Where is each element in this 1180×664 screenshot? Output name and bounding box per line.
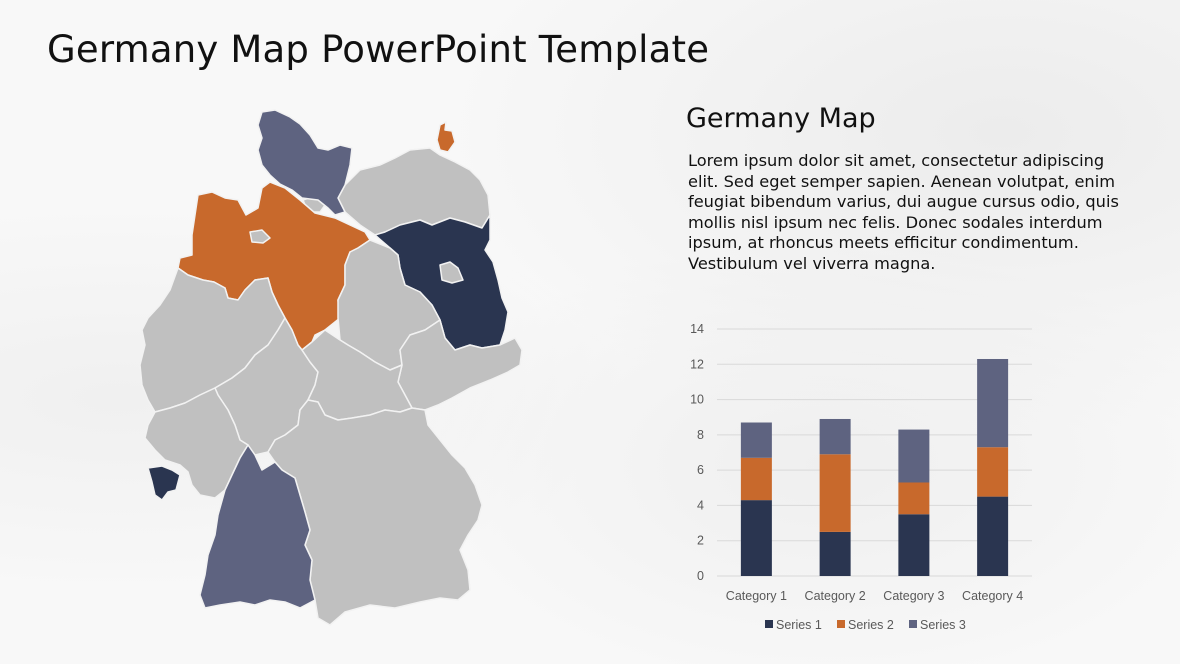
bar-segment[interactable] <box>898 482 930 515</box>
map-region-baden-wuerttemberg[interactable] <box>199 444 316 609</box>
legend-swatch <box>765 620 773 628</box>
bar-segment[interactable] <box>740 422 772 458</box>
map-region-berlin[interactable] <box>439 261 464 284</box>
y-tick-label: 14 <box>690 322 704 336</box>
x-tick-label: Category 1 <box>726 589 787 603</box>
y-tick-label: 8 <box>697 428 704 442</box>
y-tick-label: 6 <box>697 463 704 477</box>
y-tick-label: 4 <box>697 498 704 512</box>
bar-segment[interactable] <box>977 447 1009 497</box>
y-tick-label: 0 <box>697 569 704 583</box>
x-tick-label: Category 2 <box>805 589 866 603</box>
body-paragraph: Lorem ipsum dolor sit amet, consectetur … <box>688 151 1119 273</box>
bar-segment[interactable] <box>977 358 1009 448</box>
bar-segment[interactable] <box>819 418 851 455</box>
y-tick-label: 10 <box>690 393 704 407</box>
legend-label: Series 3 <box>920 618 966 632</box>
bar-segment[interactable] <box>819 454 851 532</box>
map-region-bremen[interactable] <box>249 229 271 244</box>
y-tick-label: 12 <box>690 357 704 371</box>
legend-label: Series 1 <box>776 618 822 632</box>
bar-segment[interactable] <box>740 500 772 576</box>
bar-segment[interactable] <box>740 457 772 501</box>
legend-swatch <box>837 620 845 628</box>
y-tick-label: 2 <box>697 534 704 548</box>
map-region-schleswig-holstein[interactable] <box>257 109 353 216</box>
slide-title: Germany Map PowerPoint Template <box>47 28 710 71</box>
bar-segment[interactable] <box>977 496 1009 576</box>
stacked-bar-chart: 0 2 4 6 8 10 12 14 Category 1 Category 2 Category … <box>690 322 1032 632</box>
bar-segment[interactable] <box>898 429 930 483</box>
section-heading: Germany Map <box>686 103 876 134</box>
map-region-saarland[interactable] <box>147 465 181 501</box>
x-tick-label: Category 3 <box>883 589 944 603</box>
bar-segment[interactable] <box>898 514 930 576</box>
map-region-ruegen[interactable] <box>436 121 456 153</box>
x-tick-label: Category 4 <box>962 589 1023 603</box>
germany-map <box>139 109 523 626</box>
map-region-saxony[interactable] <box>397 319 523 411</box>
bar-segment[interactable] <box>819 531 851 576</box>
legend-label: Series 2 <box>848 618 894 632</box>
legend-swatch <box>909 620 917 628</box>
